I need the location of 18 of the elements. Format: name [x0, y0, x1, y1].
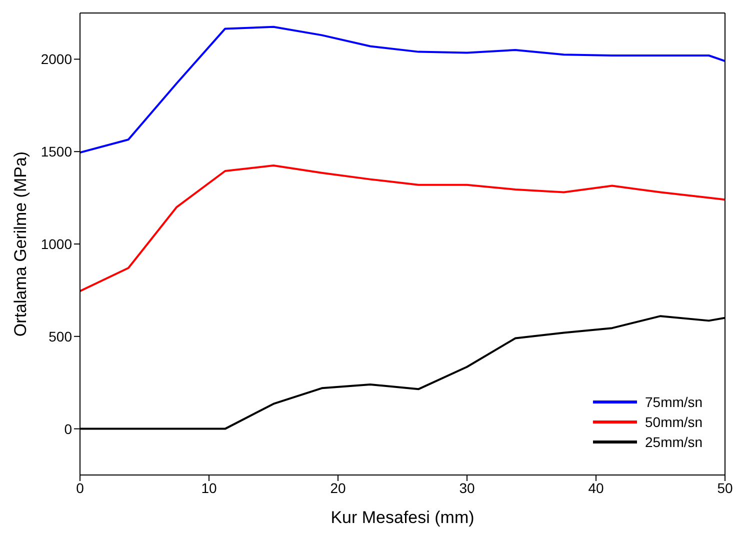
x-tick-label: 40: [588, 480, 604, 496]
y-tick-label: 500: [48, 328, 72, 344]
y-tick-label: 0: [64, 420, 72, 437]
legend-label: 25mm/sn: [645, 434, 703, 450]
y-tick-label: 1500: [40, 144, 72, 160]
line-series: [80, 164, 725, 292]
y-tick-label: 1000: [40, 236, 72, 252]
line-series: [80, 26, 725, 154]
x-axis-title: Kur Mesafesi (mm): [330, 508, 474, 527]
y-axis-title: Ortalama Gerilme (MPa): [11, 151, 30, 337]
y-tick-label: 2000: [40, 51, 72, 68]
x-tick-label: 0: [76, 480, 84, 496]
x-tick-label: 20: [330, 480, 346, 496]
x-tick-label: 50: [717, 480, 733, 496]
legend-label: 50mm/sn: [645, 414, 703, 430]
legend-label: 75mm/sn: [645, 394, 703, 410]
x-tick-label: 10: [201, 480, 217, 496]
x-tick-label: 30: [459, 480, 475, 496]
